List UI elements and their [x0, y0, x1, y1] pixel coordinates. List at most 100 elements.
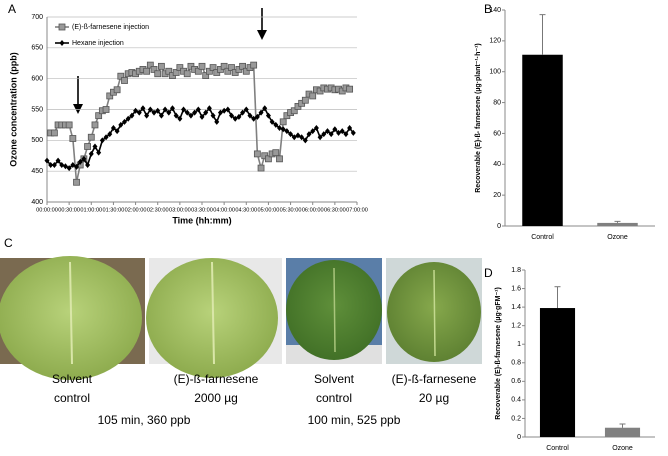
x-tick-label: 02:30:00 [147, 207, 169, 213]
point [99, 137, 105, 144]
y-tick-label: 20 [493, 192, 501, 199]
point [221, 107, 227, 114]
point [228, 64, 235, 71]
point [284, 128, 290, 135]
bar [539, 308, 576, 437]
point [147, 106, 153, 113]
point [240, 109, 246, 116]
y-tick-label: 0.8 [511, 360, 521, 367]
point [84, 143, 91, 150]
x-tick-label: 03:00:00 [169, 207, 191, 213]
point [122, 118, 127, 125]
point [350, 129, 356, 136]
point [85, 162, 91, 168]
x-tick-label: 02:00:00 [125, 207, 147, 213]
point [309, 92, 317, 100]
y-tick-label: 600 [31, 76, 43, 83]
point [146, 61, 154, 69]
point [254, 113, 260, 120]
point [59, 162, 65, 168]
point [265, 155, 272, 163]
point [103, 134, 109, 141]
point [118, 121, 124, 128]
point [243, 106, 249, 113]
point [277, 125, 282, 131]
photo-caption: 20 µg [419, 391, 449, 405]
point [206, 105, 212, 112]
point [199, 113, 205, 120]
point [269, 118, 275, 125]
point [328, 131, 334, 138]
point [279, 118, 287, 126]
point [280, 126, 286, 133]
point [110, 125, 116, 131]
point [169, 105, 175, 112]
y-tick-label: 1.8 [511, 267, 521, 274]
panel-label: C [4, 236, 13, 250]
point [301, 96, 309, 104]
point [88, 150, 94, 157]
point [336, 129, 342, 136]
point [143, 67, 151, 75]
y-tick-label: 140 [489, 7, 501, 14]
point [102, 106, 110, 113]
point [258, 109, 264, 116]
point [136, 109, 142, 116]
photo-caption: 2000 µg [194, 391, 238, 405]
point [265, 112, 271, 119]
y-tick-label: 650 [31, 45, 43, 52]
y-tick-label: 0.2 [511, 415, 521, 422]
point [251, 115, 257, 122]
y-tick-label: 0 [517, 434, 521, 441]
arrow [73, 76, 83, 114]
x-tick-label: 04:00:00 [213, 207, 235, 213]
point [290, 107, 298, 115]
point [154, 70, 162, 78]
y-tick-label: 100 [489, 69, 501, 76]
y-tick-label: 80 [493, 99, 501, 106]
point [343, 131, 349, 138]
point [107, 131, 113, 138]
point [70, 162, 76, 168]
point [273, 121, 279, 128]
point [253, 150, 261, 158]
y-tick-label: 0 [497, 223, 501, 230]
condition-label: 105 min, 360 ppb [98, 413, 191, 427]
point [205, 67, 213, 75]
x-tick-label: Ozone [607, 234, 628, 241]
x-tick-label: 01:00:00 [80, 207, 102, 213]
y-tick-label: 1.2 [511, 323, 521, 330]
point [165, 67, 173, 75]
condition-label: 100 min, 525 ppb [308, 413, 401, 427]
point [121, 77, 128, 84]
legend-label: Hexane injection [72, 40, 124, 47]
point [91, 121, 99, 129]
legend-marker [58, 23, 66, 31]
point [181, 106, 187, 113]
bar [604, 427, 641, 437]
point [48, 162, 54, 168]
y-axis-title: Ozone concentration (ppb) [8, 52, 18, 167]
bar [597, 222, 638, 226]
point [92, 143, 98, 150]
point [77, 158, 83, 165]
point [144, 112, 150, 119]
photo-caption: Solvent [314, 372, 355, 386]
point [302, 137, 308, 144]
panel-label: A [8, 2, 16, 16]
point [117, 72, 125, 80]
point [262, 105, 268, 112]
x-tick-label: Control [546, 445, 569, 452]
point [313, 125, 319, 131]
x-tick-label: 03:30:00 [191, 207, 213, 213]
point [173, 112, 179, 119]
x-tick-label: 04:30:00 [235, 207, 257, 213]
legend-marker [59, 40, 65, 46]
point [106, 92, 114, 100]
point [203, 109, 209, 116]
photo-caption: (E)-ß-farnesene [174, 372, 259, 386]
point [51, 162, 57, 168]
x-tick-label: 06:00:00 [302, 207, 324, 213]
